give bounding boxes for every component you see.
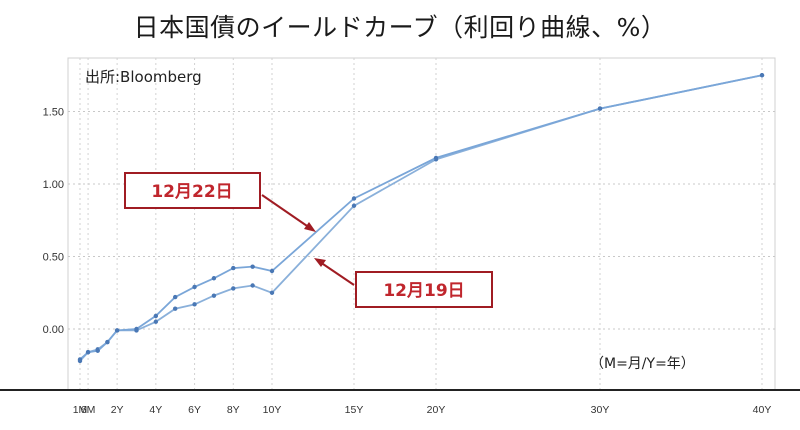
callout-dec22-arrowhead (304, 222, 316, 232)
source-label: 出所:Bloomberg (85, 68, 202, 86)
callout-dec22-box (124, 172, 261, 209)
series-point (351, 203, 357, 208)
series-point (250, 283, 255, 288)
plot-background (67, 57, 776, 391)
callout-dec19-box (355, 271, 493, 308)
x-tick-label: 8Y (227, 404, 240, 416)
series-point (95, 348, 100, 353)
y-tick-labels: 0.00 0.50 1.00 1.50 (43, 107, 64, 337)
x-tick-label: 1M (73, 404, 88, 416)
series-point (77, 357, 83, 362)
series-point (172, 294, 178, 300)
unit-note: （M=月/Y=年） (590, 356, 695, 372)
y-tick-label: 0.00 (43, 324, 64, 336)
callout-dec19-label: 12月19日 (383, 281, 464, 301)
series-point (351, 196, 357, 201)
chart-title: 日本国債のイールドカーブ（利回り曲線、%） (133, 13, 667, 42)
callout-dec19-arrow (319, 261, 355, 286)
series-point (231, 286, 236, 291)
plot-area (0, 57, 800, 391)
x-tick-label: 10Y (263, 404, 282, 416)
x-tick-label: 15Y (345, 404, 364, 416)
y-tick-label: 1.50 (43, 107, 64, 119)
series-point (134, 326, 139, 332)
callout-dec22-arrow (261, 194, 311, 229)
x-tick-label: 4Y (149, 404, 162, 416)
series-point (105, 339, 110, 345)
x-tick-label: 6Y (188, 404, 201, 416)
x-tick-label: 20Y (427, 404, 446, 416)
series-point (597, 106, 603, 111)
series-point (269, 268, 275, 274)
series-point (153, 313, 159, 319)
series-point (172, 306, 178, 311)
series-point (153, 319, 159, 324)
callout-dec22-label: 12月22日 (151, 182, 232, 202)
series-point (269, 290, 275, 295)
x-tick-label: 2Y (111, 404, 124, 416)
y-tick-label: 1.00 (43, 179, 64, 191)
series-point (85, 350, 91, 355)
y-tick-label: 0.50 (43, 252, 64, 264)
grid-lines (68, 58, 775, 390)
series-point (211, 293, 217, 298)
x-tick-label: 6M (81, 404, 96, 416)
series-point (433, 155, 439, 161)
callout-dec22: 12月22日 (124, 172, 316, 232)
series-point (231, 265, 236, 271)
callout-dec19: 12月19日 (314, 258, 493, 308)
series-point (759, 73, 765, 78)
series-point (192, 302, 197, 307)
callout-dec19-arrowhead (314, 258, 326, 267)
series-lines (77, 73, 765, 364)
series-point (250, 264, 255, 269)
x-tick-label: 40Y (753, 404, 772, 416)
series-point (192, 284, 197, 290)
series-point (114, 328, 120, 333)
series-point (211, 276, 217, 281)
x-tick-label: 30Y (591, 404, 610, 416)
